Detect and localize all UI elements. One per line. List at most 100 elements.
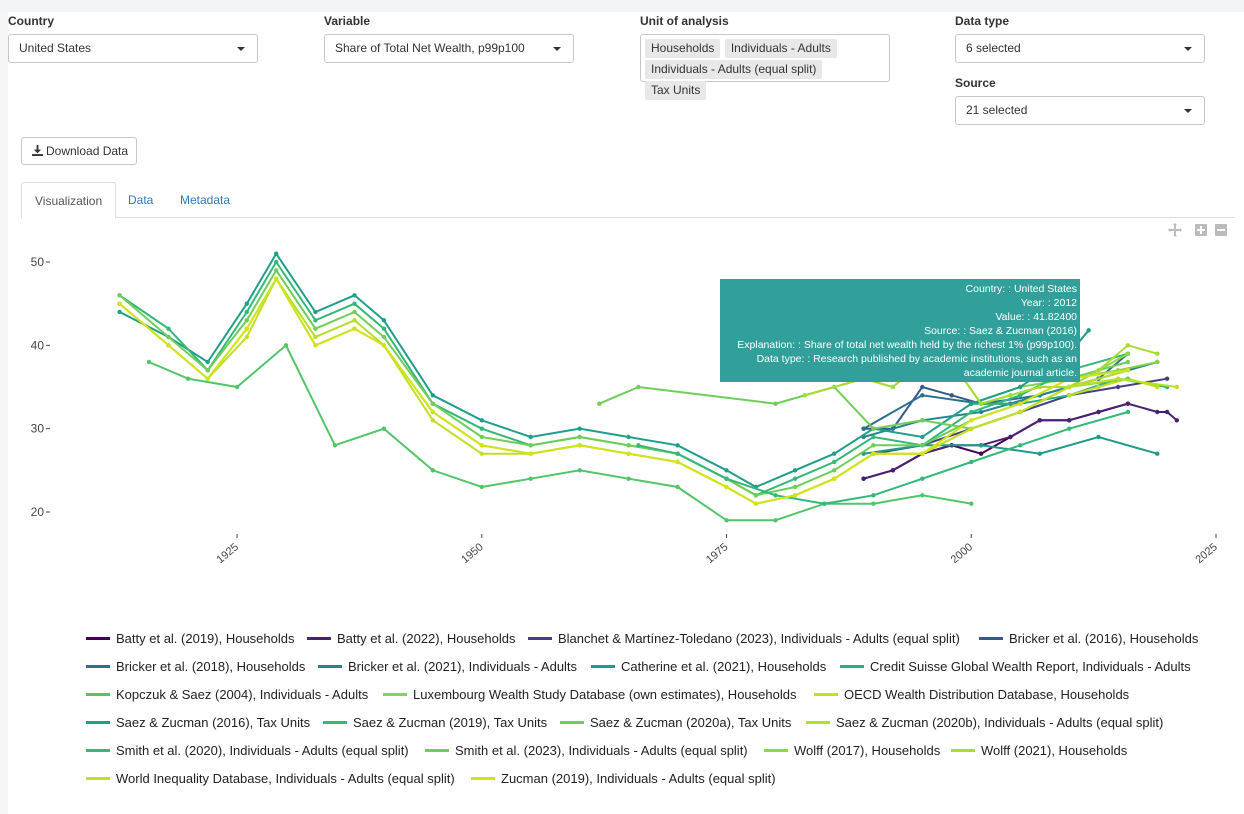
legend-item[interactable]: Bricker et al. (2018), Households bbox=[86, 659, 305, 674]
legend-item[interactable]: Wolff (2021), Households bbox=[951, 743, 1127, 758]
legend-item[interactable]: Blanchet & Martínez-Toledano (2023), Ind… bbox=[528, 631, 960, 646]
legend-item[interactable]: Batty et al. (2019), Households bbox=[86, 631, 295, 646]
source-label: Source bbox=[955, 76, 996, 90]
legend-swatch bbox=[591, 665, 615, 669]
legend-label: Saez & Zucman (2016), Tax Units bbox=[116, 715, 311, 730]
legend-label: Wolff (2017), Households bbox=[794, 743, 941, 758]
legend-label: Batty et al. (2019), Households bbox=[116, 631, 295, 646]
tab-bar: Visualization Data Metadata bbox=[21, 182, 1234, 219]
variable-select[interactable]: Share of Total Net Wealth, p99p100 bbox=[324, 34, 574, 63]
legend-label: Saez & Zucman (2020b), Individuals - Adu… bbox=[836, 715, 1164, 730]
legend-label: Wolff (2021), Households bbox=[981, 743, 1128, 758]
unit-chip[interactable]: Individuals - Adults bbox=[724, 39, 837, 58]
download-label: Download Data bbox=[46, 144, 129, 158]
legend-item[interactable]: Saez & Zucman (2016), Tax Units bbox=[86, 715, 310, 730]
country-label: Country bbox=[8, 14, 54, 28]
legend-label: OECD Wealth Distribution Database, House… bbox=[844, 687, 1130, 702]
legend-swatch bbox=[471, 777, 495, 781]
chevron-down-icon bbox=[237, 47, 245, 51]
zoom-out-icon[interactable] bbox=[1213, 222, 1229, 238]
legend-swatch bbox=[323, 721, 347, 725]
country-select-value: United States bbox=[19, 41, 92, 55]
legend-label: Zucman (2019), Individuals - Adults (equ… bbox=[501, 771, 776, 786]
legend-label: Bricker et al. (2018), Households bbox=[116, 659, 306, 674]
tooltip-line: Source: : Saez & Zucman (2016) bbox=[924, 325, 1077, 337]
legend-item[interactable]: Catherine et al. (2021), Households bbox=[591, 659, 826, 674]
variable-select-value: Share of Total Net Wealth, p99p100 bbox=[335, 41, 525, 55]
legend-label: Saez & Zucman (2020a), Tax Units bbox=[590, 715, 792, 730]
legend-label: Luxembourg Wealth Study Database (own es… bbox=[413, 687, 797, 702]
legend-swatch bbox=[86, 665, 110, 669]
legend-label: Kopczuk & Saez (2004), Individuals - Adu… bbox=[116, 687, 369, 702]
legend-swatch bbox=[86, 777, 110, 781]
unit-chip[interactable]: Households bbox=[645, 39, 721, 58]
legend-swatch bbox=[318, 665, 342, 669]
legend-swatch bbox=[425, 749, 449, 753]
legend-swatch bbox=[307, 637, 331, 641]
pan-icon[interactable] bbox=[1167, 222, 1183, 238]
legend-swatch bbox=[86, 721, 110, 725]
country-select[interactable]: United States bbox=[8, 34, 258, 63]
legend-item[interactable]: Credit Suisse Global Wealth Report, Indi… bbox=[840, 659, 1191, 674]
tooltip-line: Data type: : Research published by acade… bbox=[756, 353, 1077, 365]
legend-swatch bbox=[806, 721, 830, 725]
unit-chip[interactable]: Individuals - Adults (equal split) bbox=[645, 60, 823, 79]
legend-item[interactable]: Luxembourg Wealth Study Database (own es… bbox=[383, 687, 796, 702]
legend-item[interactable]: Saez & Zucman (2020b), Individuals - Adu… bbox=[806, 715, 1163, 730]
unit-chip[interactable]: Tax Units bbox=[645, 81, 707, 100]
legend-label: Batty et al. (2022), Households bbox=[337, 631, 516, 646]
legend-swatch bbox=[528, 637, 552, 641]
tooltip-line: academic journal article. bbox=[963, 367, 1077, 379]
legend-item[interactable]: Bricker et al. (2021), Individuals - Adu… bbox=[318, 659, 577, 674]
legend-item[interactable]: Smith et al. (2020), Individuals - Adult… bbox=[86, 743, 409, 758]
legend-label: Catherine et al. (2021), Households bbox=[621, 659, 827, 674]
legend-label: Saez & Zucman (2019), Tax Units bbox=[353, 715, 548, 730]
legend-item[interactable]: Kopczuk & Saez (2004), Individuals - Adu… bbox=[86, 687, 368, 702]
legend-swatch bbox=[764, 749, 788, 753]
legend-swatch bbox=[560, 721, 584, 725]
legend-item[interactable]: Smith et al. (2023), Individuals - Adult… bbox=[425, 743, 748, 758]
unit-label: Unit of analysis bbox=[640, 14, 729, 28]
legend-swatch bbox=[951, 749, 975, 753]
tooltip-line: Country: : United States bbox=[965, 283, 1077, 295]
top-bar bbox=[0, 0, 1244, 12]
source-select-value: 21 selected bbox=[966, 103, 1028, 117]
tooltip-line: Explanation: : Share of total net wealth… bbox=[737, 339, 1077, 351]
legend-label: Bricker et al. (2016), Households bbox=[1009, 631, 1199, 646]
legend-item[interactable]: Bricker et al. (2016), Households bbox=[979, 631, 1198, 646]
variable-label: Variable bbox=[324, 14, 371, 28]
legend-label: Bricker et al. (2021), Individuals - Adu… bbox=[348, 659, 578, 674]
datatype-select[interactable]: 6 selected bbox=[955, 34, 1205, 63]
legend-label: Smith et al. (2023), Individuals - Adult… bbox=[455, 743, 748, 758]
download-icon bbox=[32, 145, 43, 156]
chevron-down-icon bbox=[1184, 47, 1192, 51]
legend-item[interactable]: Saez & Zucman (2020a), Tax Units bbox=[560, 715, 791, 730]
legend-swatch bbox=[86, 749, 110, 753]
tab-metadata[interactable]: Metadata bbox=[180, 193, 231, 207]
legend-label: Credit Suisse Global Wealth Report, Indi… bbox=[870, 659, 1191, 674]
hover-tooltip: Country: : United States Year: : 2012 Va… bbox=[720, 279, 1080, 382]
legend-item[interactable]: Batty et al. (2022), Households bbox=[307, 631, 516, 646]
datatype-label: Data type bbox=[955, 14, 1010, 28]
legend-swatch bbox=[814, 693, 838, 697]
legend-swatch bbox=[86, 693, 110, 697]
tab-data[interactable]: Data bbox=[128, 193, 154, 207]
legend-item[interactable]: Saez & Zucman (2019), Tax Units bbox=[323, 715, 547, 730]
tab-visualization[interactable]: Visualization bbox=[21, 182, 117, 219]
source-select[interactable]: 21 selected bbox=[955, 96, 1205, 125]
tooltip-line: Value: : 41.82400 bbox=[995, 311, 1077, 323]
legend-item[interactable]: Wolff (2017), Households bbox=[764, 743, 940, 758]
legend-item[interactable]: Zucman (2019), Individuals - Adults (equ… bbox=[471, 771, 776, 786]
legend-label: Blanchet & Martínez-Toledano (2023), Ind… bbox=[558, 631, 960, 646]
chevron-down-icon bbox=[1184, 109, 1192, 113]
legend-item[interactable]: World Inequality Database, Individuals -… bbox=[86, 771, 455, 786]
zoom-in-icon[interactable] bbox=[1193, 222, 1209, 238]
legend-swatch bbox=[979, 637, 1003, 641]
legend-swatch bbox=[383, 693, 407, 697]
download-data-button[interactable]: Download Data bbox=[21, 137, 137, 165]
tooltip-line: Year: : 2012 bbox=[1020, 297, 1077, 309]
legend-item[interactable]: OECD Wealth Distribution Database, House… bbox=[814, 687, 1129, 702]
legend-swatch bbox=[840, 665, 864, 669]
chevron-down-icon bbox=[553, 47, 561, 51]
unit-multiselect[interactable]: Households Individuals - Adults Individu… bbox=[640, 34, 890, 100]
